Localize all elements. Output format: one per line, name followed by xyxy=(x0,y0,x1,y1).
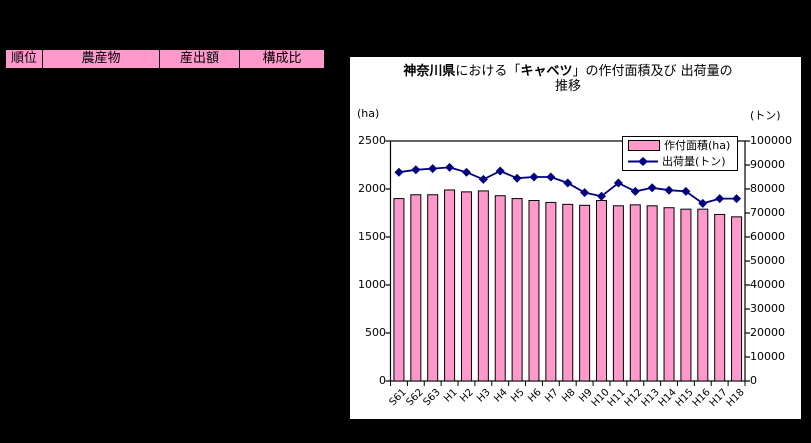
line-marker-H3 xyxy=(478,174,488,184)
y-axis-right-tick-label: 50000 xyxy=(750,254,785,267)
line-marker-H14 xyxy=(664,185,674,195)
line-marker-H5 xyxy=(512,173,522,183)
line-marker-H18 xyxy=(732,194,742,204)
legend-bar-label: 作付面積(ha) xyxy=(664,139,731,153)
y-axis-right-tick-label: 40000 xyxy=(750,278,785,291)
line-marker-H10 xyxy=(597,191,607,201)
legend-bar-swatch-icon xyxy=(628,140,660,152)
y-axis-left-tick-label: 0 xyxy=(379,374,386,387)
chart-panel: 神奈川県における「キャベツ」の作付面積及び 出荷量の 推移 (ha) (トン) … xyxy=(350,57,801,419)
bar-H5 xyxy=(511,198,523,382)
line-marker-H12 xyxy=(630,186,640,196)
bar-S61 xyxy=(393,198,405,382)
y-axis-right-tick-label: 60000 xyxy=(750,230,785,243)
line-marker-S62 xyxy=(411,165,421,175)
legend-item-area: 作付面積(ha) xyxy=(628,139,737,152)
left-axis-unit-label: (ha) xyxy=(357,107,380,120)
y-axis-right-tick-label: 80000 xyxy=(750,182,785,195)
table-header-cell: 順位 xyxy=(5,49,43,69)
chart-title-line2: 推移 xyxy=(554,79,581,94)
chart-title: 神奈川県における「キャベツ」の作付面積及び 出荷量の 推移 xyxy=(388,64,748,94)
line-marker-H6 xyxy=(529,172,539,182)
table-header-cell: 産出額 xyxy=(160,49,240,69)
y-axis-left-tick-label: 1500 xyxy=(358,230,386,243)
bar-H4 xyxy=(494,195,506,382)
line-marker-H13 xyxy=(647,183,657,193)
legend-item-shipment: 出荷量(トン) xyxy=(628,155,737,168)
plot-area xyxy=(385,140,750,386)
bar-H2 xyxy=(460,191,472,382)
line-marker-H4 xyxy=(495,166,505,176)
y-axis-right-tick-label: 90000 xyxy=(750,158,785,171)
bar-H9 xyxy=(579,204,591,382)
bar-H16 xyxy=(697,208,709,382)
bar-H12 xyxy=(629,204,641,382)
line-marker-H2 xyxy=(461,167,471,177)
y-axis-left-tick-label: 2500 xyxy=(358,134,386,147)
line-marker-H11 xyxy=(613,178,623,188)
bar-H7 xyxy=(545,201,557,382)
table-header-cell: 構成比 xyxy=(240,49,325,69)
bar-H15 xyxy=(680,208,692,382)
y-axis-right-tick-label: 10000 xyxy=(750,350,785,363)
line-marker-H9 xyxy=(580,188,590,198)
line-marker-H15 xyxy=(681,186,691,196)
bar-H14 xyxy=(663,207,675,382)
line-marker-S63 xyxy=(428,164,438,174)
legend-line-swatch-icon xyxy=(628,156,658,167)
bar-H10 xyxy=(596,200,608,382)
bar-H1 xyxy=(444,189,456,382)
bar-H13 xyxy=(646,205,658,382)
bar-H17 xyxy=(714,213,726,382)
table-header-cell: 農産物 xyxy=(43,49,160,69)
line-marker-S61 xyxy=(394,167,404,177)
y-axis-left-tick-label: 500 xyxy=(365,326,386,339)
y-axis-right-tick-label: 30000 xyxy=(750,302,785,315)
bar-S62 xyxy=(410,194,422,382)
bar-H11 xyxy=(612,205,624,382)
y-axis-right-tick-label: 70000 xyxy=(750,206,785,219)
bar-S63 xyxy=(427,194,439,382)
y-axis-left-tick-label: 2000 xyxy=(358,182,386,195)
legend-line-label: 出荷量(トン) xyxy=(662,154,726,168)
bar-H8 xyxy=(562,203,574,382)
y-axis-right-tick-label: 100000 xyxy=(750,134,792,147)
bar-H18 xyxy=(731,216,743,382)
rank-table-header-row: 順位 農産物 産出額 構成比 xyxy=(5,49,325,69)
y-axis-left-tick-label: 1000 xyxy=(358,278,386,291)
line-marker-H17 xyxy=(715,194,725,204)
bar-H6 xyxy=(528,200,540,382)
line-marker-H7 xyxy=(546,172,556,182)
y-axis-right-tick-label: 0 xyxy=(750,374,757,387)
y-axis-right-tick-label: 20000 xyxy=(750,326,785,339)
legend: 作付面積(ha) 出荷量(トン) xyxy=(622,136,738,171)
line-marker-H8 xyxy=(563,178,573,188)
right-axis-unit-label: (トン) xyxy=(750,109,781,122)
line-marker-H16 xyxy=(698,198,708,208)
line-marker-H1 xyxy=(445,162,455,172)
chart-title-line1: 神奈川県における「キャベツ」の作付面積及び 出荷量の xyxy=(403,64,733,79)
bar-H3 xyxy=(477,190,489,382)
